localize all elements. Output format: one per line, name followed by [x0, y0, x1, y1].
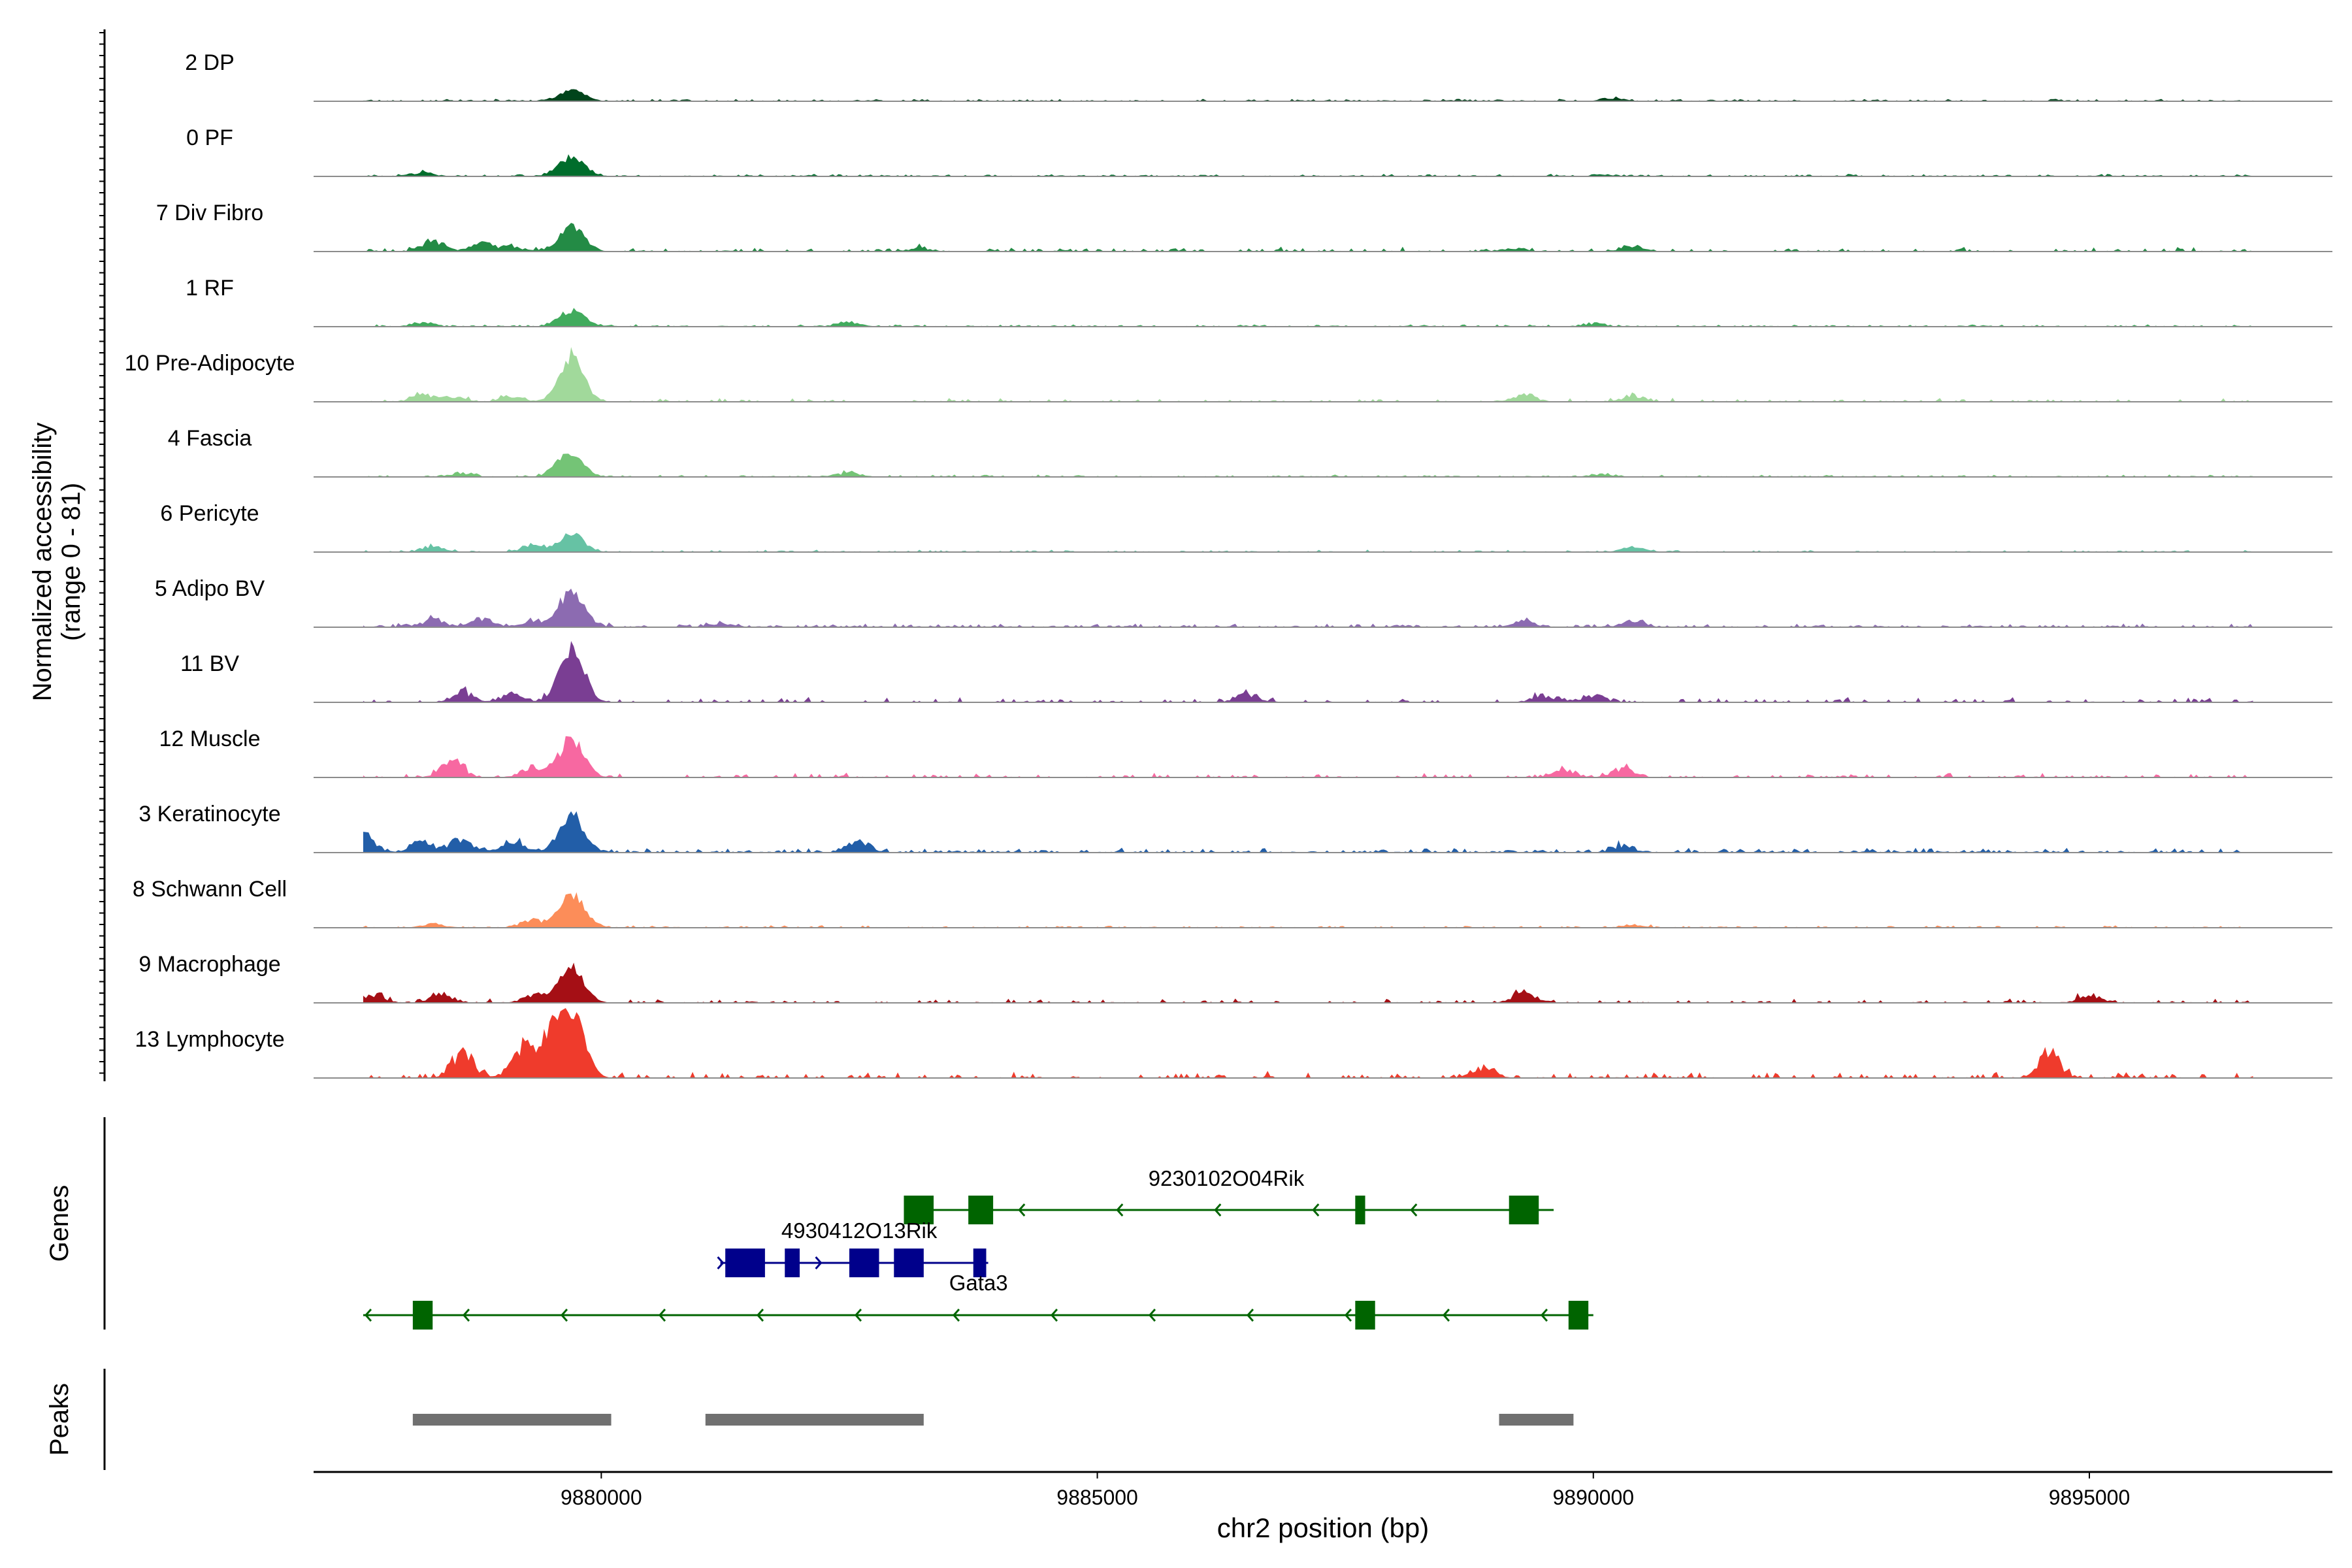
coverage-track: 8 Schwann Cell	[133, 877, 2332, 928]
coverage-track: 13 Lymphocyte	[135, 1008, 2332, 1079]
gene-exon	[785, 1249, 800, 1277]
coverage-area	[363, 308, 2253, 327]
strand-arrow	[815, 1256, 823, 1269]
gene-exon	[1509, 1196, 1539, 1224]
track-label: 11 BV	[180, 651, 239, 676]
track-label: 3 Keratinocyte	[139, 802, 280, 826]
coverage-area	[363, 588, 2253, 627]
gene-exon	[904, 1196, 934, 1224]
track-label: 5 Adipo BV	[155, 576, 265, 601]
coverage-tracks: 2 DP 0 PF 7 Div Fibro 1 RF 10 Pre-Adipocyte 4…	[125, 50, 2332, 1079]
strand-arrow	[1312, 1203, 1320, 1217]
gene-exon	[412, 1301, 433, 1330]
track-label: 7 Div Fibro	[156, 201, 263, 225]
track-label: 6 Pericyte	[160, 501, 259, 526]
coverage-area	[363, 641, 2253, 702]
gene-exon	[849, 1249, 879, 1277]
strand-arrow	[1214, 1203, 1222, 1217]
coverage-track: 9 Macrophage	[139, 952, 2332, 1004]
track-label: 9 Macrophage	[139, 952, 280, 977]
coverage-area	[363, 89, 2253, 101]
strand-arrow	[952, 1309, 960, 1322]
y-axis-range-label: (range 0 - 81)	[57, 483, 86, 641]
coverage-track: 10 Pre-Adipocyte	[125, 347, 2332, 402]
gene-label: 4930412O13Rik	[781, 1218, 938, 1243]
gene-exon	[894, 1249, 924, 1277]
strand-arrow	[1050, 1309, 1058, 1322]
track-label: 2 DP	[185, 50, 235, 75]
strand-arrow	[560, 1309, 568, 1322]
peak-region	[1499, 1414, 1574, 1426]
coverage-track: 6 Pericyte	[160, 501, 2332, 553]
gene-model: 9230102O04Rik	[904, 1166, 1554, 1224]
x-tick-label: 9895000	[2049, 1486, 2131, 1509]
coverage-track: 5 Adipo BV	[155, 576, 2332, 628]
track-label: 0 PF	[186, 125, 233, 150]
gene-exon	[1355, 1196, 1365, 1224]
track-label: 10 Pre-Adipocyte	[125, 351, 295, 376]
coverage-track: 3 Keratinocyte	[139, 802, 2332, 853]
peak-region	[412, 1414, 612, 1426]
strand-arrow	[1442, 1309, 1450, 1322]
strand-arrow	[1540, 1309, 1548, 1322]
strand-arrow	[756, 1309, 764, 1322]
track-label: 8 Schwann Cell	[133, 877, 287, 902]
strand-arrow	[1246, 1309, 1254, 1322]
coverage-track: 0 PF	[186, 125, 2332, 177]
coverage-area	[363, 1008, 2253, 1078]
x-tick-label: 9885000	[1056, 1486, 1138, 1509]
genes-track-label: Genes	[45, 1185, 74, 1262]
track-label: 4 Fascia	[168, 426, 252, 451]
gene-exon	[725, 1249, 765, 1277]
strand-arrow	[364, 1309, 372, 1322]
coverage-area	[363, 811, 2253, 853]
strand-arrow	[1116, 1203, 1124, 1217]
gene-exon	[1355, 1301, 1375, 1330]
coverage-track: 1 RF	[186, 276, 2332, 327]
coverage-area	[363, 154, 2253, 176]
track-label: 13 Lymphocyte	[135, 1027, 284, 1052]
gene-model: 4930412O13Rik	[717, 1218, 988, 1277]
x-tick-label: 9880000	[561, 1486, 642, 1509]
coverage-area	[363, 736, 2253, 777]
strand-arrow	[854, 1309, 862, 1322]
coverage-area	[363, 532, 2253, 552]
coverage-track: 4 Fascia	[168, 426, 2332, 478]
coverage-area	[363, 892, 2253, 928]
strand-arrow	[1344, 1309, 1352, 1322]
peak-region	[705, 1414, 924, 1426]
strand-arrow	[1410, 1203, 1418, 1217]
gene-exon	[973, 1249, 987, 1277]
strand-arrow	[1148, 1309, 1156, 1322]
gene-exon	[968, 1196, 994, 1224]
gene-label: 9230102O04Rik	[1149, 1166, 1305, 1190]
peaks-track: Peaks	[45, 1369, 1574, 1470]
track-label: 1 RF	[186, 276, 234, 301]
coverage-track: 12 Muscle	[159, 727, 2332, 778]
strand-arrow	[717, 1256, 725, 1269]
gene-annotation-track: Genes 9230102O04Rik 4930412O13Rik Gata3	[45, 1117, 1593, 1330]
gene-model: Gata3	[363, 1271, 1593, 1330]
coverage-area	[363, 962, 2253, 1003]
coverage-area	[363, 223, 2253, 252]
gene-exon	[1568, 1301, 1589, 1330]
y-axis-label: Normalized accessibility	[28, 423, 57, 702]
coverage-track: 2 DP	[185, 50, 2332, 102]
axes: Normalized accessibility (range 0 - 81) 98…	[28, 29, 2332, 1543]
coverage-track: 7 Div Fibro	[156, 201, 2332, 252]
coverage-track: 11 BV	[180, 641, 2332, 703]
x-axis-label: chr2 position (bp)	[1217, 1512, 1429, 1543]
gene-label: Gata3	[949, 1271, 1008, 1295]
track-label: 12 Muscle	[159, 727, 261, 751]
peaks-track-label: Peaks	[45, 1383, 74, 1456]
strand-arrow	[658, 1309, 666, 1322]
strand-arrow	[1018, 1203, 1026, 1217]
strand-arrow	[462, 1309, 470, 1322]
coverage-area	[363, 453, 2253, 477]
x-tick-label: 9890000	[1552, 1486, 1634, 1509]
coverage-area	[363, 347, 2253, 402]
